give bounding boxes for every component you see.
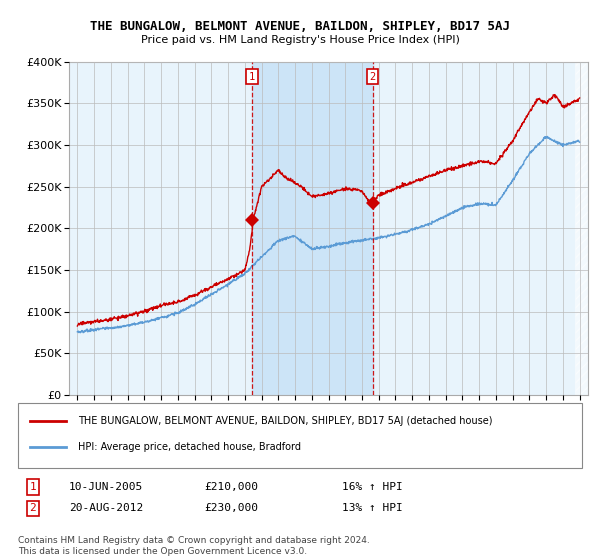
Bar bbox=[252, 62, 373, 395]
Text: 13% ↑ HPI: 13% ↑ HPI bbox=[342, 503, 403, 514]
Text: THE BUNGALOW, BELMONT AVENUE, BAILDON, SHIPLEY, BD17 5AJ (detached house): THE BUNGALOW, BELMONT AVENUE, BAILDON, S… bbox=[78, 417, 493, 426]
Text: 2: 2 bbox=[370, 72, 376, 82]
Text: 10-JUN-2005: 10-JUN-2005 bbox=[69, 482, 143, 492]
Text: 1: 1 bbox=[29, 482, 37, 492]
Text: Contains HM Land Registry data © Crown copyright and database right 2024.
This d: Contains HM Land Registry data © Crown c… bbox=[18, 536, 370, 556]
Text: THE BUNGALOW, BELMONT AVENUE, BAILDON, SHIPLEY, BD17 5AJ: THE BUNGALOW, BELMONT AVENUE, BAILDON, S… bbox=[90, 20, 510, 32]
Text: 2: 2 bbox=[29, 503, 37, 514]
Text: 20-AUG-2012: 20-AUG-2012 bbox=[69, 503, 143, 514]
Text: Price paid vs. HM Land Registry's House Price Index (HPI): Price paid vs. HM Land Registry's House … bbox=[140, 35, 460, 45]
Text: 16% ↑ HPI: 16% ↑ HPI bbox=[342, 482, 403, 492]
Text: £230,000: £230,000 bbox=[204, 503, 258, 514]
Bar bbox=[575, 62, 588, 395]
Text: HPI: Average price, detached house, Bradford: HPI: Average price, detached house, Brad… bbox=[78, 442, 301, 451]
Text: 1: 1 bbox=[249, 72, 255, 82]
Text: £210,000: £210,000 bbox=[204, 482, 258, 492]
